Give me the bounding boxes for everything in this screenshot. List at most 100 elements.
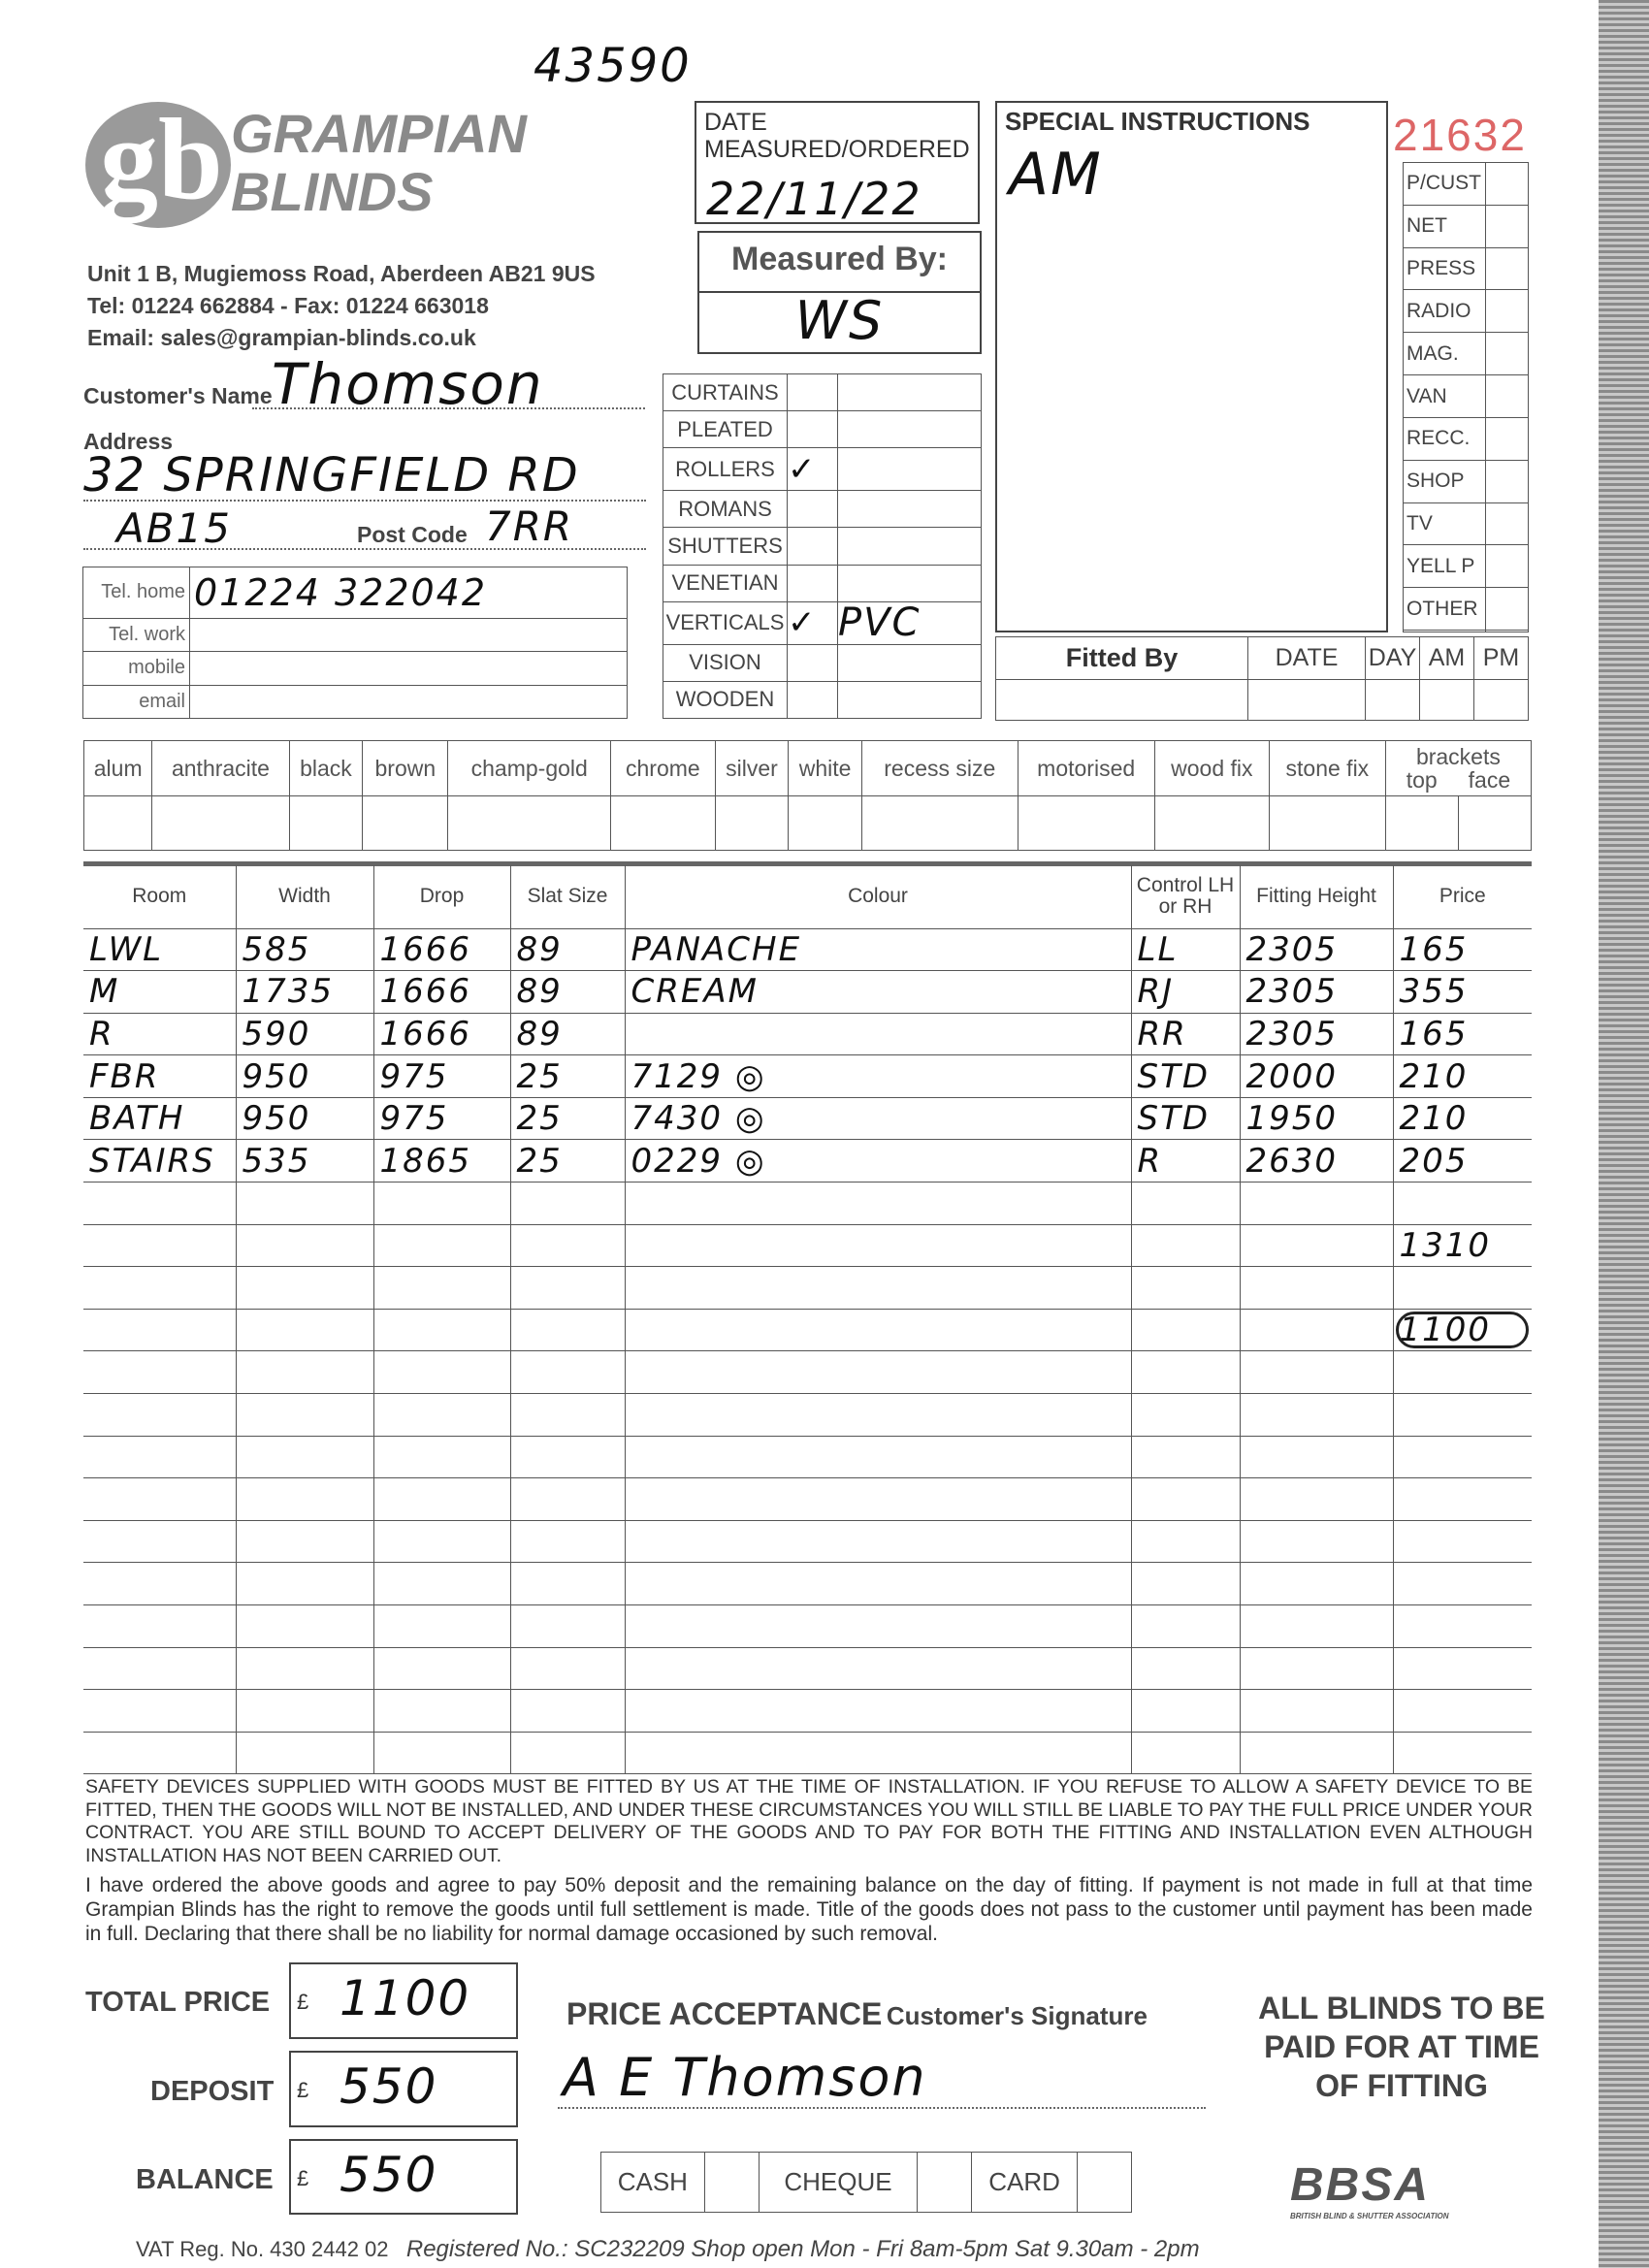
source-checkbox[interactable] bbox=[1485, 544, 1529, 589]
cheque-checkbox[interactable] bbox=[917, 2152, 973, 2213]
source-option: P/CUST bbox=[1403, 162, 1529, 206]
product-option: VISION bbox=[663, 643, 982, 682]
table-cell bbox=[83, 1604, 237, 1648]
table-cell: 1666 bbox=[372, 1012, 511, 1056]
finish-checkbox[interactable] bbox=[714, 795, 790, 851]
source-checkbox[interactable] bbox=[1485, 459, 1529, 503]
table-cell: 205 bbox=[1392, 1139, 1532, 1183]
table-row: 1310 bbox=[83, 1223, 1532, 1268]
table-cell bbox=[235, 1350, 374, 1395]
finish-checkbox[interactable] bbox=[1268, 795, 1386, 851]
table-cell: CREAM bbox=[624, 970, 1132, 1014]
table-cell bbox=[509, 1604, 626, 1648]
table-cell bbox=[83, 1477, 237, 1521]
table-cell bbox=[624, 1012, 1132, 1056]
source-checkbox[interactable] bbox=[1485, 162, 1529, 206]
table-cell: 1735 bbox=[235, 970, 374, 1014]
product-tick[interactable] bbox=[787, 373, 838, 412]
table-cell: 950 bbox=[235, 1096, 374, 1141]
finish-checkbox[interactable] bbox=[610, 795, 716, 851]
card-checkbox[interactable] bbox=[1077, 2152, 1132, 2213]
source-checkbox[interactable] bbox=[1485, 289, 1529, 334]
table-cell bbox=[1130, 1435, 1241, 1479]
total-price-label: TOTAL PRICE bbox=[85, 1987, 271, 2018]
table-cell: 1310 bbox=[1392, 1223, 1532, 1268]
product-option: VENETIAN bbox=[663, 564, 982, 602]
table-cell bbox=[1392, 1689, 1532, 1733]
table-cell bbox=[1392, 1350, 1532, 1395]
finish-checkbox[interactable] bbox=[788, 795, 862, 851]
product-tick[interactable] bbox=[787, 490, 838, 529]
table-cell: LL bbox=[1130, 927, 1241, 972]
table-cell bbox=[1239, 1393, 1394, 1437]
finish-checkbox[interactable] bbox=[1153, 795, 1270, 851]
table-cell bbox=[235, 1519, 374, 1564]
source-checkbox[interactable] bbox=[1485, 246, 1529, 291]
table-cell bbox=[1392, 1266, 1532, 1310]
product-tick[interactable] bbox=[787, 643, 838, 682]
table-cell bbox=[624, 1477, 1132, 1521]
finish-checkbox[interactable] bbox=[1457, 795, 1533, 851]
bbsa-logo: BBSA BRITISH BLIND & SHUTTER ASSOCIATION bbox=[1290, 2159, 1449, 2220]
finish-checkbox[interactable] bbox=[362, 795, 449, 851]
table-cell bbox=[83, 1731, 237, 1775]
source-checkbox[interactable] bbox=[1485, 630, 1529, 632]
table-cell bbox=[624, 1182, 1132, 1225]
phone-value bbox=[189, 684, 628, 720]
source-checkbox[interactable] bbox=[1485, 204, 1529, 248]
product-tick[interactable] bbox=[787, 680, 838, 720]
payment-method-table: CASH CHEQUE CARD bbox=[600, 2152, 1132, 2213]
table-cell bbox=[624, 1689, 1132, 1733]
finish-checkbox[interactable] bbox=[860, 795, 1018, 851]
product-tick[interactable] bbox=[787, 527, 838, 566]
cash-checkbox[interactable] bbox=[703, 2152, 760, 2213]
table-cell: M bbox=[83, 970, 237, 1014]
table-cell bbox=[624, 1731, 1132, 1775]
product-option: VERTICALS ✓ PVC bbox=[663, 600, 982, 645]
table-cell bbox=[624, 1646, 1132, 1691]
date-box: DATE MEASURED/ORDERED 22/11/22 bbox=[695, 101, 980, 225]
table-cell bbox=[1392, 1182, 1532, 1225]
table-cell bbox=[1392, 1519, 1532, 1564]
finish-checkbox[interactable] bbox=[1017, 795, 1155, 851]
source-checkbox[interactable] bbox=[1485, 416, 1529, 461]
source-checkbox[interactable] bbox=[1485, 587, 1529, 632]
vat-number: VAT Reg. No. 430 2442 02 bbox=[136, 2237, 389, 2261]
source-option: VAN bbox=[1403, 374, 1529, 418]
table-cell bbox=[83, 1646, 237, 1691]
product-tick[interactable] bbox=[787, 410, 838, 449]
source-checkbox[interactable] bbox=[1485, 374, 1529, 418]
product-tick[interactable]: ✓ bbox=[787, 447, 838, 492]
table-row bbox=[83, 1519, 1532, 1564]
table-cell bbox=[372, 1731, 511, 1775]
finish-checkbox[interactable] bbox=[1384, 795, 1459, 851]
source-checkbox[interactable] bbox=[1485, 502, 1529, 546]
table-cell: 590 bbox=[235, 1012, 374, 1056]
table-cell: 0229 ◎ bbox=[624, 1139, 1132, 1183]
finish-checkbox[interactable] bbox=[447, 795, 612, 851]
finish-option: anthracite bbox=[151, 740, 290, 796]
phone-value: 01224 322042 bbox=[189, 567, 628, 619]
customer-name: Thomson bbox=[272, 351, 544, 417]
finish-checkbox[interactable] bbox=[151, 795, 290, 851]
product-tick[interactable] bbox=[787, 564, 838, 602]
product-option: CURTAINS bbox=[663, 373, 982, 412]
price-acceptance: PRICE ACCEPTANCE Customer's Signature bbox=[566, 1996, 1148, 2031]
table-cell: RR bbox=[1130, 1012, 1241, 1056]
table-row bbox=[83, 1477, 1532, 1521]
table-cell bbox=[509, 1435, 626, 1479]
table-cell bbox=[1239, 1562, 1394, 1605]
finish-checkbox[interactable] bbox=[288, 795, 364, 851]
table-cell bbox=[624, 1393, 1132, 1437]
column-header: Control LH or RH bbox=[1130, 865, 1241, 929]
company-email: Email: sales@grampian-blinds.co.uk bbox=[87, 325, 476, 350]
table-cell: 2630 bbox=[1239, 1139, 1394, 1183]
phone-row: email bbox=[82, 684, 628, 720]
table-cell bbox=[235, 1393, 374, 1437]
table-cell: RJ bbox=[1130, 970, 1241, 1014]
finish-checkbox[interactable] bbox=[82, 795, 153, 851]
product-tick[interactable]: ✓ bbox=[787, 600, 838, 645]
source-checkbox[interactable] bbox=[1485, 332, 1529, 376]
table-cell bbox=[624, 1308, 1132, 1352]
finish-option: alum bbox=[82, 740, 153, 796]
